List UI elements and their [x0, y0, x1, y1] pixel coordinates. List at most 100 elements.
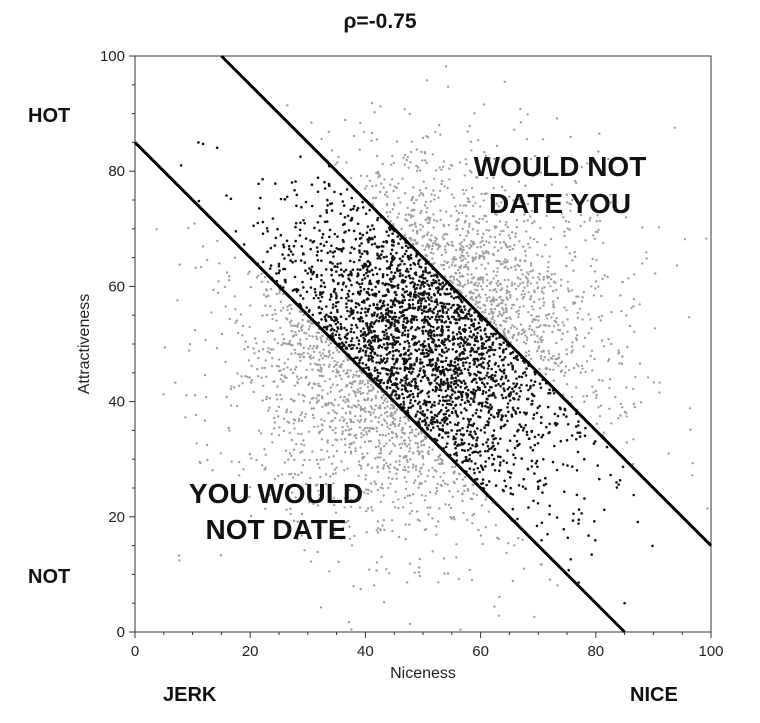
data-point-inside-band [415, 359, 418, 363]
data-point-inside-band [277, 265, 281, 268]
data-point-outside-band [470, 240, 473, 243]
data-point-inside-band [343, 216, 347, 219]
data-point-inside-band [530, 402, 534, 406]
data-point-inside-band [466, 394, 470, 398]
data-point-outside-band [579, 371, 583, 374]
data-point-inside-band [426, 363, 429, 367]
data-point-inside-band [401, 274, 404, 277]
data-point-inside-band [403, 387, 407, 391]
data-point-outside-band [294, 472, 297, 476]
data-point-outside-band [463, 265, 466, 269]
data-point-inside-band [407, 329, 410, 332]
data-point-outside-band [377, 176, 380, 179]
data-point-outside-band [547, 266, 550, 269]
data-point-inside-band [424, 423, 427, 427]
data-point-outside-band [532, 238, 536, 241]
data-point-outside-band [240, 375, 243, 378]
data-point-outside-band [324, 473, 328, 476]
data-point-inside-band [403, 333, 407, 337]
data-point-inside-band [418, 400, 421, 404]
data-point-outside-band [414, 221, 417, 225]
data-point-outside-band [519, 278, 522, 281]
data-point-inside-band [386, 303, 390, 307]
data-point-inside-band [411, 306, 415, 310]
data-point-outside-band [407, 166, 410, 169]
data-point-outside-band [446, 572, 450, 575]
data-point-outside-band [324, 403, 327, 406]
data-point-outside-band [415, 198, 418, 202]
data-point-outside-band [498, 233, 501, 236]
data-point-outside-band [293, 458, 296, 462]
data-point-inside-band [436, 318, 439, 322]
data-point-outside-band [277, 365, 281, 368]
data-point-outside-band [448, 178, 451, 181]
data-point-outside-band [452, 278, 456, 281]
data-point-inside-band [325, 211, 329, 214]
data-point-inside-band [430, 358, 433, 362]
data-point-outside-band [267, 294, 270, 297]
data-point-outside-band [424, 480, 427, 483]
data-point-outside-band [468, 291, 472, 294]
data-point-outside-band [470, 149, 473, 152]
data-point-outside-band [554, 358, 557, 361]
data-point-inside-band [390, 271, 393, 274]
data-point-outside-band [463, 283, 467, 286]
data-point-inside-band [331, 332, 334, 335]
data-point-inside-band [390, 333, 393, 337]
data-point-outside-band [377, 416, 381, 419]
data-point-inside-band [378, 338, 381, 342]
data-point-outside-band [536, 335, 539, 338]
data-point-outside-band [522, 567, 526, 570]
data-point-outside-band [367, 488, 370, 491]
data-point-inside-band [319, 214, 322, 218]
data-point-inside-band [469, 403, 472, 407]
data-point-inside-band [441, 382, 445, 386]
data-point-outside-band [639, 401, 643, 404]
data-point-outside-band [387, 432, 390, 436]
data-point-inside-band [438, 318, 441, 321]
data-point-inside-band [445, 402, 449, 406]
data-point-inside-band [483, 385, 487, 389]
data-point-outside-band [381, 401, 385, 405]
data-point-inside-band [432, 329, 436, 333]
data-point-inside-band [506, 402, 510, 405]
data-point-outside-band [565, 309, 568, 312]
data-point-outside-band [496, 314, 500, 318]
data-point-outside-band [412, 451, 415, 454]
data-point-outside-band [485, 176, 489, 180]
data-point-outside-band [417, 571, 421, 574]
data-point-inside-band [460, 398, 464, 402]
data-point-outside-band [569, 135, 572, 139]
data-point-outside-band [337, 350, 341, 354]
data-point-inside-band [411, 404, 415, 408]
data-point-outside-band [598, 415, 602, 418]
data-point-outside-band [279, 393, 282, 396]
data-point-outside-band [342, 360, 345, 363]
data-point-outside-band [470, 280, 473, 284]
data-point-inside-band [388, 350, 392, 354]
data-point-outside-band [407, 213, 410, 216]
data-point-outside-band [475, 300, 478, 303]
data-point-outside-band [211, 469, 214, 472]
data-point-outside-band [403, 108, 406, 111]
data-point-outside-band [476, 229, 479, 232]
data-point-outside-band [400, 227, 403, 231]
data-point-inside-band [515, 377, 518, 380]
data-point-inside-band [355, 326, 359, 329]
data-point-outside-band [373, 408, 376, 411]
data-point-outside-band [248, 325, 251, 329]
data-point-inside-band [479, 335, 483, 338]
data-point-inside-band [440, 287, 444, 291]
data-point-inside-band [322, 281, 326, 285]
data-point-inside-band [445, 378, 449, 382]
data-point-outside-band [390, 519, 394, 522]
data-point-outside-band [417, 433, 420, 436]
data-point-outside-band [566, 318, 569, 321]
data-point-outside-band [282, 417, 286, 420]
data-point-inside-band [277, 271, 281, 275]
data-point-inside-band [427, 423, 431, 427]
data-point-inside-band [545, 425, 548, 429]
data-point-inside-band [357, 290, 360, 294]
data-point-inside-band [493, 374, 497, 377]
data-point-outside-band [443, 260, 446, 263]
